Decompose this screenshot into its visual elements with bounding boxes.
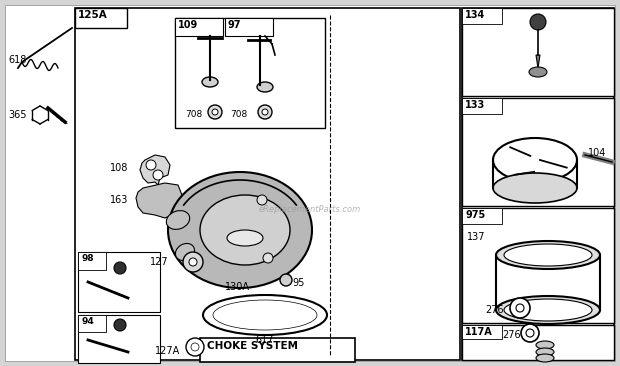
Bar: [225, 18, 273, 36]
Circle shape: [263, 253, 273, 263]
Bar: [78, 252, 106, 270]
Circle shape: [262, 109, 268, 115]
Circle shape: [258, 105, 272, 119]
Bar: [78, 315, 160, 363]
Circle shape: [530, 14, 546, 30]
Circle shape: [510, 298, 530, 318]
Ellipse shape: [536, 348, 554, 356]
Ellipse shape: [529, 67, 547, 77]
Circle shape: [208, 105, 222, 119]
Text: 97: 97: [228, 20, 242, 30]
Text: 127A: 127A: [155, 346, 180, 356]
Ellipse shape: [257, 82, 273, 92]
Circle shape: [526, 329, 534, 337]
Text: 98: 98: [81, 254, 94, 263]
Bar: [462, 8, 614, 96]
Bar: [78, 252, 160, 312]
Text: 708: 708: [230, 110, 247, 119]
Ellipse shape: [213, 300, 317, 330]
Text: 137: 137: [467, 232, 485, 242]
Text: 276: 276: [502, 330, 521, 340]
Bar: [200, 338, 355, 362]
Ellipse shape: [200, 195, 290, 265]
Bar: [462, 208, 614, 323]
Circle shape: [114, 319, 126, 331]
Text: 134: 134: [465, 10, 485, 20]
Circle shape: [189, 258, 197, 266]
Bar: [462, 98, 502, 114]
Ellipse shape: [496, 296, 600, 324]
Text: 163: 163: [110, 195, 128, 205]
Text: 127: 127: [150, 257, 169, 267]
Text: 109: 109: [178, 20, 198, 30]
Polygon shape: [140, 155, 170, 185]
Circle shape: [183, 252, 203, 272]
Bar: [462, 8, 502, 24]
Circle shape: [114, 262, 126, 274]
Circle shape: [521, 324, 539, 342]
Ellipse shape: [166, 210, 190, 229]
Text: 117A: 117A: [465, 327, 493, 337]
Text: 975: 975: [465, 210, 485, 220]
Bar: [75, 8, 460, 360]
Ellipse shape: [227, 230, 263, 246]
Text: 108: 108: [110, 163, 128, 173]
Ellipse shape: [202, 77, 218, 87]
Circle shape: [186, 338, 204, 356]
Text: 130A: 130A: [225, 282, 250, 292]
Circle shape: [212, 109, 218, 115]
Text: eReplacementParts.com: eReplacementParts.com: [259, 205, 361, 214]
Bar: [175, 18, 325, 128]
Circle shape: [516, 304, 524, 312]
Bar: [462, 8, 614, 360]
Circle shape: [153, 170, 163, 180]
Circle shape: [146, 160, 156, 170]
Circle shape: [280, 274, 292, 286]
Text: 618: 618: [8, 55, 27, 65]
Bar: [462, 325, 614, 360]
Ellipse shape: [504, 299, 592, 321]
Text: 133: 133: [465, 100, 485, 110]
Bar: [462, 208, 502, 224]
Ellipse shape: [536, 354, 554, 362]
Bar: [75, 8, 127, 28]
Text: 94: 94: [81, 317, 94, 326]
Bar: [78, 315, 106, 332]
Text: CHOKE SYSTEM: CHOKE SYSTEM: [207, 341, 298, 351]
Ellipse shape: [175, 243, 195, 261]
Bar: [462, 325, 502, 339]
Ellipse shape: [493, 173, 577, 203]
Text: 104: 104: [588, 148, 606, 158]
Text: 708: 708: [185, 110, 202, 119]
Circle shape: [257, 195, 267, 205]
Ellipse shape: [504, 244, 592, 266]
Ellipse shape: [536, 341, 554, 349]
Ellipse shape: [168, 172, 312, 288]
Bar: [175, 18, 223, 36]
Text: 365: 365: [8, 110, 27, 120]
Ellipse shape: [496, 241, 600, 269]
Text: 617: 617: [255, 335, 273, 345]
Bar: [462, 98, 614, 206]
Text: 276: 276: [485, 305, 503, 315]
Text: 125A: 125A: [78, 10, 108, 20]
Polygon shape: [536, 55, 540, 68]
Circle shape: [191, 343, 199, 351]
Polygon shape: [136, 183, 182, 218]
Text: 95: 95: [292, 278, 304, 288]
